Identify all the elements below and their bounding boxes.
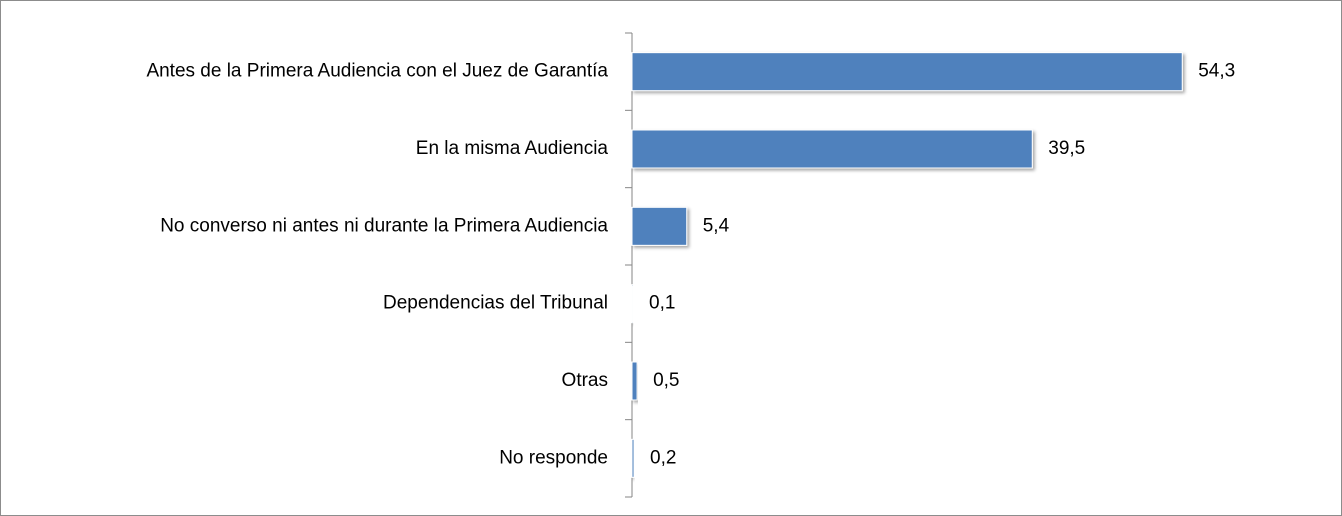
value-label: 54,3 <box>1198 61 1235 82</box>
value-label: 5,4 <box>703 215 730 236</box>
bar <box>631 129 1033 169</box>
value-label: 0,2 <box>650 447 676 468</box>
bar <box>631 438 635 478</box>
category-label: Otras <box>562 370 608 391</box>
category-label: No converso ni antes ni durante la Prime… <box>160 215 608 236</box>
category-label: Antes de la Primera Audiencia con el Jue… <box>146 61 608 82</box>
bar <box>631 361 638 401</box>
value-label: 0,1 <box>649 293 675 314</box>
category-label: En la misma Audiencia <box>416 138 609 159</box>
bar <box>631 206 688 246</box>
value-label: 0,5 <box>653 370 679 391</box>
value-label: 39,5 <box>1048 138 1085 159</box>
category-label: No responde <box>499 447 608 468</box>
category-label: Dependencias del Tribunal <box>383 293 608 314</box>
bar <box>631 52 1183 92</box>
bar <box>631 284 634 324</box>
